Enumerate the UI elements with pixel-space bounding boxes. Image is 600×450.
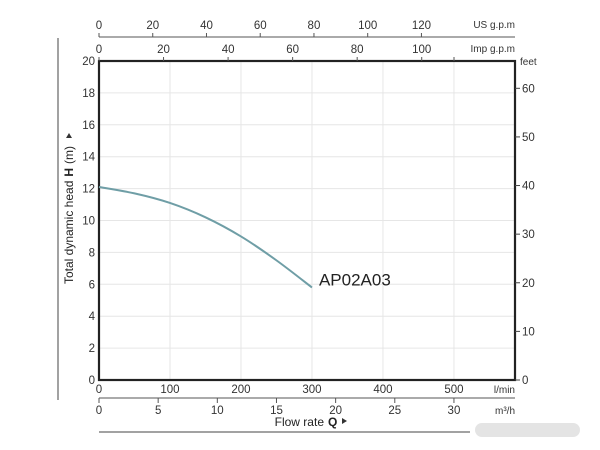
usgpm-tick-label: 80 xyxy=(308,20,321,32)
x-tick-label: 500 xyxy=(444,384,463,396)
feet-tick-label: 40 xyxy=(522,181,535,193)
series-label: AP02A03 xyxy=(319,270,391,289)
x-tick-label: 200 xyxy=(231,384,250,396)
x-axis-symbol: Q xyxy=(328,415,337,429)
feet-unit-label: feet xyxy=(520,57,537,68)
y-tick-label: 2 xyxy=(89,343,95,355)
x-axis-title-text: Flow rate xyxy=(275,415,325,429)
y-tick-label: 10 xyxy=(82,216,95,228)
impgpm-tick-label: 0 xyxy=(96,44,102,56)
y-axis-title: Total dynamic head H (m) xyxy=(62,146,76,284)
impgpm-tick-label: 100 xyxy=(412,44,431,56)
impgpm-unit-label: Imp g.p.m xyxy=(471,44,515,55)
m3h-tick-label: 20 xyxy=(329,405,342,417)
plot-frame xyxy=(97,59,517,382)
x-tick-label: 300 xyxy=(302,384,321,396)
y-tick-label: 8 xyxy=(89,247,95,259)
feet-tick-label: 60 xyxy=(522,83,535,95)
m3h-tick-label: 15 xyxy=(270,405,283,417)
m3h-tick-label: 10 xyxy=(211,405,224,417)
y-tick-label: 18 xyxy=(82,88,95,100)
feet-tick-label: 20 xyxy=(522,278,535,290)
x-tick-label: 400 xyxy=(373,384,392,396)
feet-tick-label: 10 xyxy=(522,326,535,338)
y-tick-label: 4 xyxy=(89,311,96,323)
usgpm-tick-label: 40 xyxy=(200,20,213,32)
lmin-unit-label: l/min xyxy=(494,385,515,396)
x-tick-label: 100 xyxy=(160,384,179,396)
x-tick-label: 0 xyxy=(96,384,102,396)
series-line-AP02A03 xyxy=(98,186,313,289)
y-tick-label: 12 xyxy=(82,184,95,196)
feet-tick-label: 0 xyxy=(522,375,528,387)
impgpm-tick-label: 80 xyxy=(351,44,364,56)
y-tick-label: 0 xyxy=(89,375,95,387)
impgpm-tick-label: 60 xyxy=(286,44,299,56)
m3h-unit-label: m³/h xyxy=(495,406,515,417)
impgpm-tick-label: 40 xyxy=(222,44,235,56)
arrow-up-icon xyxy=(66,133,72,138)
x-axis-title: Flow rate Q xyxy=(275,415,338,429)
y-tick-label: 20 xyxy=(82,56,95,68)
usgpm-tick-label: 100 xyxy=(358,20,377,32)
y-tick-label: 6 xyxy=(89,279,95,291)
usgpm-tick-label: 120 xyxy=(412,20,431,32)
impgpm-tick-label: 20 xyxy=(157,44,170,56)
y-tick-label: 14 xyxy=(82,152,95,164)
y-axis-unit: (m) xyxy=(62,146,76,164)
arrow-right-icon xyxy=(342,418,347,424)
m3h-tick-label: 5 xyxy=(155,405,161,417)
usgpm-unit-label: US g.p.m xyxy=(473,20,515,31)
usgpm-tick-label: 20 xyxy=(146,20,159,32)
feet-tick-label: 30 xyxy=(522,229,535,241)
m3h-tick-label: 30 xyxy=(448,405,461,417)
m3h-tick-label: 25 xyxy=(388,405,401,417)
y-tick-label: 16 xyxy=(82,120,95,132)
usgpm-tick-label: 0 xyxy=(96,20,102,32)
y-axis-symbol: H xyxy=(62,168,76,177)
m3h-tick-label: 0 xyxy=(96,405,102,417)
blurred-watermark xyxy=(475,423,580,437)
feet-tick-label: 50 xyxy=(522,132,535,144)
usgpm-tick-label: 60 xyxy=(254,20,267,32)
y-axis-title-text: Total dynamic head xyxy=(62,181,76,284)
